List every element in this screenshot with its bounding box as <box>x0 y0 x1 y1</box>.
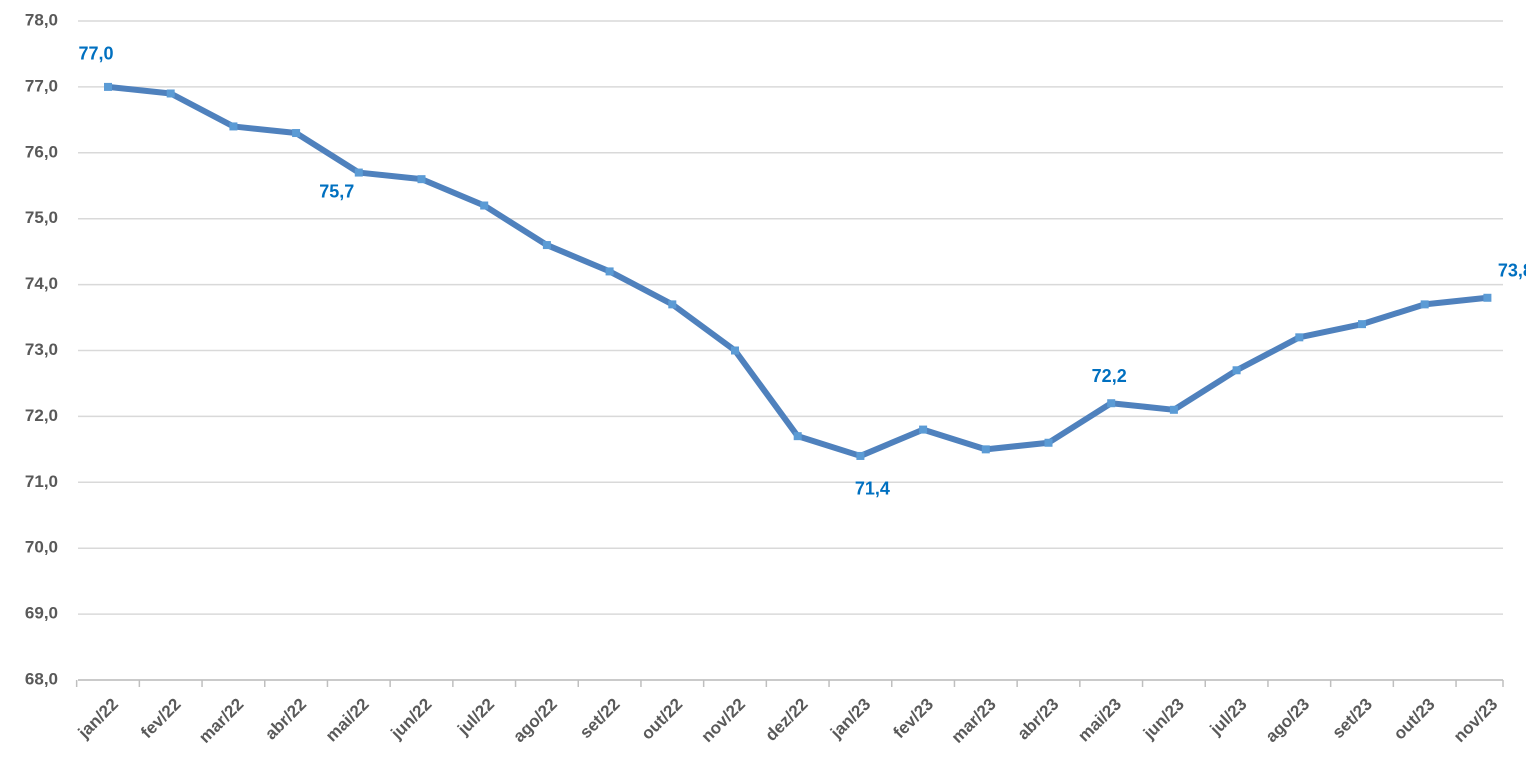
marker <box>1483 293 1492 302</box>
marker <box>417 175 426 184</box>
y-tick-label: 70,0 <box>25 538 58 557</box>
y-tick-label: 68,0 <box>25 669 58 688</box>
x-tick-label: ago/22 <box>509 695 561 747</box>
x-tick-label: mai/23 <box>1074 695 1125 746</box>
marker <box>292 129 301 138</box>
x-tick-label: nov/22 <box>697 695 749 747</box>
x-tick-label: jan/22 <box>74 695 122 743</box>
marker <box>919 425 928 434</box>
marker <box>1420 300 1429 309</box>
marker <box>1295 333 1304 342</box>
x-tick-label: jul/23 <box>1206 695 1251 740</box>
y-tick-label: 73,0 <box>25 340 58 359</box>
data-label: 72,2 <box>1092 366 1127 386</box>
marker <box>229 122 238 131</box>
marker <box>542 241 551 250</box>
y-tick-label: 77,0 <box>25 76 58 95</box>
x-tick-label: abr/22 <box>261 695 310 744</box>
marker <box>1358 320 1366 329</box>
marker <box>668 300 677 309</box>
x-tick-label: mai/22 <box>322 695 373 746</box>
marker <box>166 89 175 98</box>
y-tick-label: 72,0 <box>25 406 58 425</box>
y-tick-label: 69,0 <box>25 604 58 623</box>
x-tick-label: jan/23 <box>826 695 874 743</box>
marker <box>104 82 112 91</box>
marker <box>793 432 802 441</box>
x-tick-label: nov/23 <box>1450 695 1502 747</box>
marker <box>1232 366 1241 375</box>
y-tick-label: 76,0 <box>25 142 58 161</box>
x-tick-label: fev/22 <box>137 695 185 743</box>
x-tick-label: set/22 <box>576 695 624 743</box>
marker <box>605 267 614 276</box>
data-label: 71,4 <box>855 479 890 499</box>
y-tick-label: 75,0 <box>25 208 58 227</box>
y-tick-label: 78,0 <box>25 10 58 29</box>
marker <box>354 168 363 177</box>
x-tick-label: mar/22 <box>195 695 247 747</box>
x-tick-label: out/22 <box>637 695 686 744</box>
marker <box>480 201 489 210</box>
marker <box>1107 399 1116 408</box>
x-tick-label: jun/23 <box>1139 695 1188 744</box>
data-label: 75,7 <box>319 181 354 201</box>
x-tick-label: ago/23 <box>1262 695 1314 747</box>
line <box>107 83 1488 459</box>
marker <box>1169 405 1178 414</box>
marker <box>981 445 990 454</box>
marker <box>1044 438 1053 447</box>
x-tick-label: out/23 <box>1390 695 1439 744</box>
x-tick-label: jun/22 <box>387 695 436 744</box>
x-tick-label: fev/23 <box>890 695 938 743</box>
y-tick-label: 71,0 <box>25 472 58 491</box>
x-tick-label: mar/23 <box>948 695 1000 747</box>
data-label: 77,0 <box>78 44 113 64</box>
marker <box>856 451 865 460</box>
x-tick-label: set/23 <box>1328 695 1376 743</box>
x-tick-label: dez/22 <box>762 695 812 745</box>
marker <box>731 346 739 355</box>
x-tick-label: jul/22 <box>453 695 498 740</box>
y-tick-label: 74,0 <box>25 274 58 293</box>
data-label: 73,8 <box>1498 261 1526 281</box>
x-tick-label: abr/23 <box>1014 695 1063 744</box>
